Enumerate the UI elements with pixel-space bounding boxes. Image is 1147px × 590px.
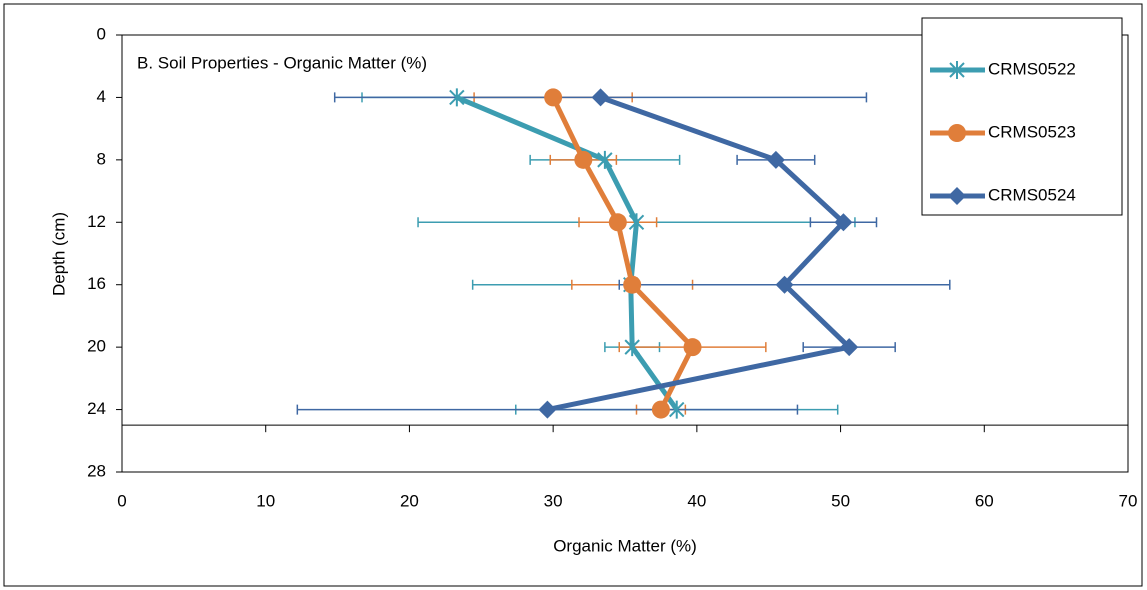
legend-box	[921, 17, 1123, 216]
marker	[591, 88, 610, 107]
marker	[766, 150, 785, 169]
marker	[574, 150, 593, 169]
y-tick-label: 16	[87, 274, 106, 293]
x-tick-label: 60	[975, 491, 994, 510]
series-line	[550, 96, 696, 411]
marker	[538, 400, 557, 419]
marker	[669, 400, 685, 419]
marker	[597, 150, 613, 169]
x-axis-title: Organic Matter (%)	[553, 536, 697, 555]
x-tick-label: 10	[256, 491, 275, 510]
marker	[651, 400, 670, 419]
y-tick-label: 0	[97, 24, 106, 43]
x-tick-label: 20	[400, 491, 419, 510]
marker	[449, 88, 465, 107]
marker	[608, 213, 627, 232]
marker	[624, 338, 640, 357]
x-tick-label: 30	[544, 491, 563, 510]
legend-marker	[948, 124, 966, 142]
marker	[834, 213, 853, 232]
y-tick-label: 12	[87, 212, 106, 231]
x-tick-label: 40	[687, 491, 706, 510]
y-tick-label: 4	[97, 87, 106, 106]
y-tick-label: 8	[97, 149, 106, 168]
series-line	[546, 95, 852, 413]
marker	[628, 213, 645, 232]
y-tick-label: 28	[87, 461, 106, 480]
legend-marker	[949, 61, 965, 79]
marker	[683, 338, 702, 357]
y-tick-label: 24	[87, 399, 106, 418]
marker	[623, 275, 642, 294]
x-tick-label: 0	[117, 491, 126, 510]
x-tick-label: 50	[831, 491, 850, 510]
chart-title: B. Soil Properties - Organic Matter (%)	[137, 53, 427, 72]
marker	[840, 338, 859, 357]
marker	[544, 88, 563, 107]
legend-label: CRMS0523	[988, 122, 1076, 141]
legend-marker	[948, 187, 966, 205]
legend-label: CRMS0522	[988, 59, 1076, 78]
plot-area	[121, 34, 1129, 473]
marker	[775, 275, 794, 294]
y-tick-label: 20	[87, 337, 106, 356]
y-axis-title: Depth (cm)	[49, 212, 68, 296]
legend-label: CRMS0524	[988, 185, 1076, 204]
x-tick-label: 70	[1119, 491, 1138, 510]
